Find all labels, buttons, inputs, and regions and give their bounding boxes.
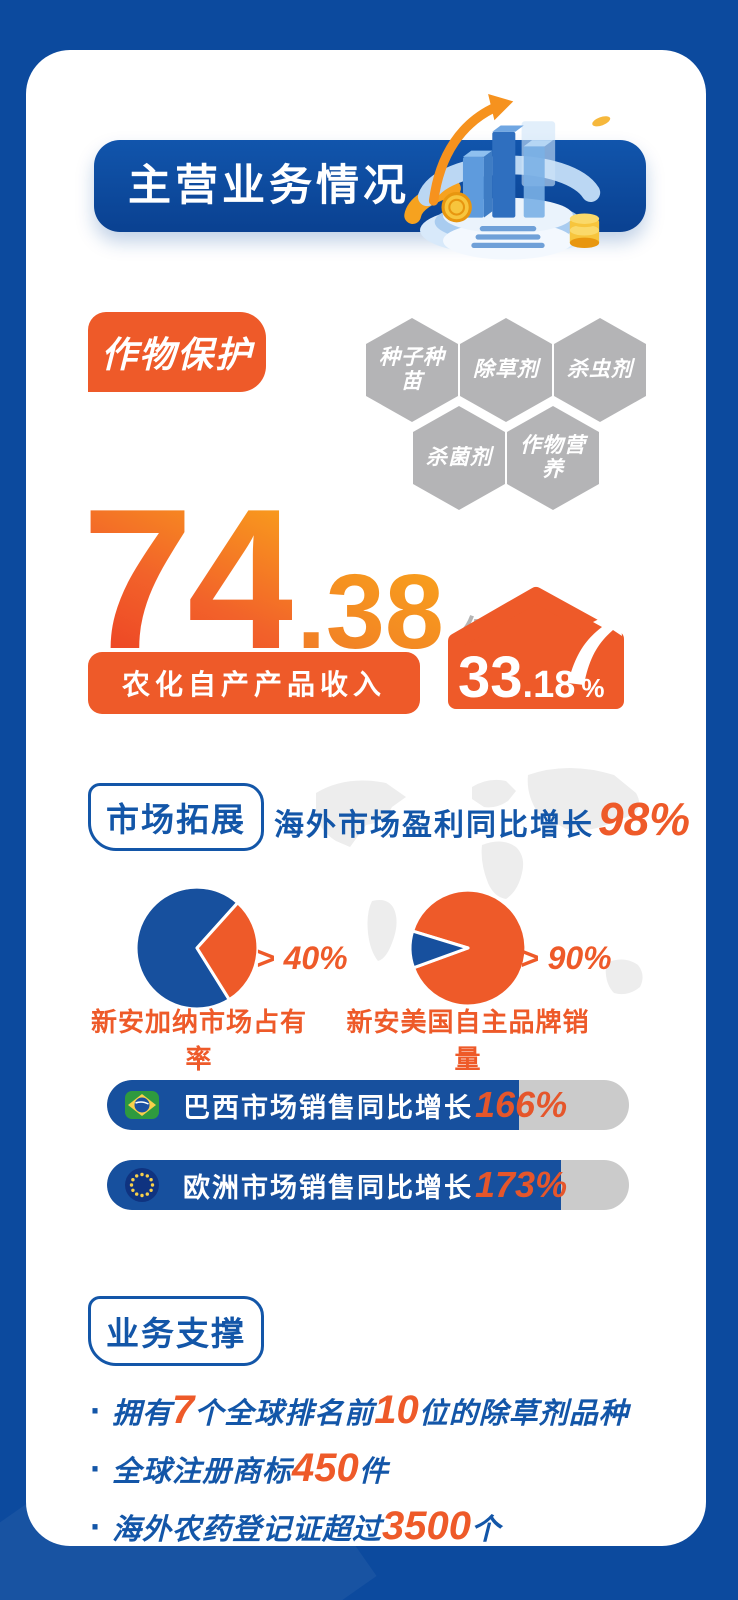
hexagon-herbicide: 除草剂 [460, 318, 552, 422]
brazil-growth-bar: 巴西市场销售同比增长 166% [107, 1080, 629, 1130]
growth-badge: 33 .18 % [440, 583, 632, 715]
crop-protection-label: 作物保护 [100, 334, 253, 375]
content-card: 主营业务情况 [26, 50, 706, 1546]
overseas-profit-headline: 海外市场盈利同比增长 98% [274, 793, 691, 845]
europe-growth-value: 173% [475, 1164, 568, 1205]
business-support-box: 业务支撑 [88, 1296, 264, 1366]
brazil-growth-value: 166% [475, 1084, 568, 1125]
hexagon-insecticide: 杀虫剂 [554, 318, 646, 422]
europe-bar-fill [107, 1160, 562, 1210]
growth-illustration-icon [404, 94, 611, 260]
house-shape [448, 587, 624, 709]
business-support-list: · 拥有 7 个全球排名前 10 位的除草剂品种 · 全球注册商标 450 件 … [90, 1388, 629, 1546]
us-brand-sales-pie [408, 888, 528, 1008]
bullet-dot: · [90, 1506, 102, 1546]
revenue-caption-pill: 农化自产产品收入 [88, 652, 420, 714]
ghana-pie-caption: 新安加纳市场占有率 [90, 1007, 307, 1074]
up-arrow-icon [568, 609, 622, 685]
europe-growth-bar: 欧洲市场销售同比增长 173% [107, 1160, 629, 1210]
list-item: · 拥有 7 个全球排名前 10 位的除草剂品种 [90, 1388, 629, 1432]
revenue-value-dec: .38 [296, 553, 444, 671]
hexagon-seeds: 种子种苗 [366, 318, 458, 422]
revenue-value-int: 74 [82, 468, 298, 691]
bullet-dot: · [90, 1390, 102, 1431]
us-pie-caption: 新安美国自主品牌销量 [346, 1007, 590, 1074]
overseas-profit-value: 98% [598, 793, 691, 845]
us-pie-annotation: > 90% [520, 940, 612, 976]
brazil-bar-fill [107, 1080, 520, 1130]
market-expansion-box: 市场拓展 [88, 783, 264, 851]
ghana-pie-annotation: > 40% [256, 940, 348, 976]
hexagon-fungicide: 杀菌剂 [413, 406, 505, 510]
page-title: 主营业务情况 [128, 162, 410, 210]
bullet-dot: · [90, 1448, 102, 1489]
list-item: · 全球注册商标 450 件 [90, 1446, 389, 1490]
eu-flag-icon [125, 1168, 159, 1202]
brazil-flag-icon [125, 1091, 159, 1119]
list-item: · 海外农药登记证超过 3500 个 [90, 1504, 502, 1546]
ghana-market-share-pie [134, 885, 260, 1011]
world-map-watermark [316, 768, 643, 995]
growth-percent: 33 .18 % [458, 645, 605, 710]
crop-protection-badge: 作物保护 [88, 312, 266, 392]
